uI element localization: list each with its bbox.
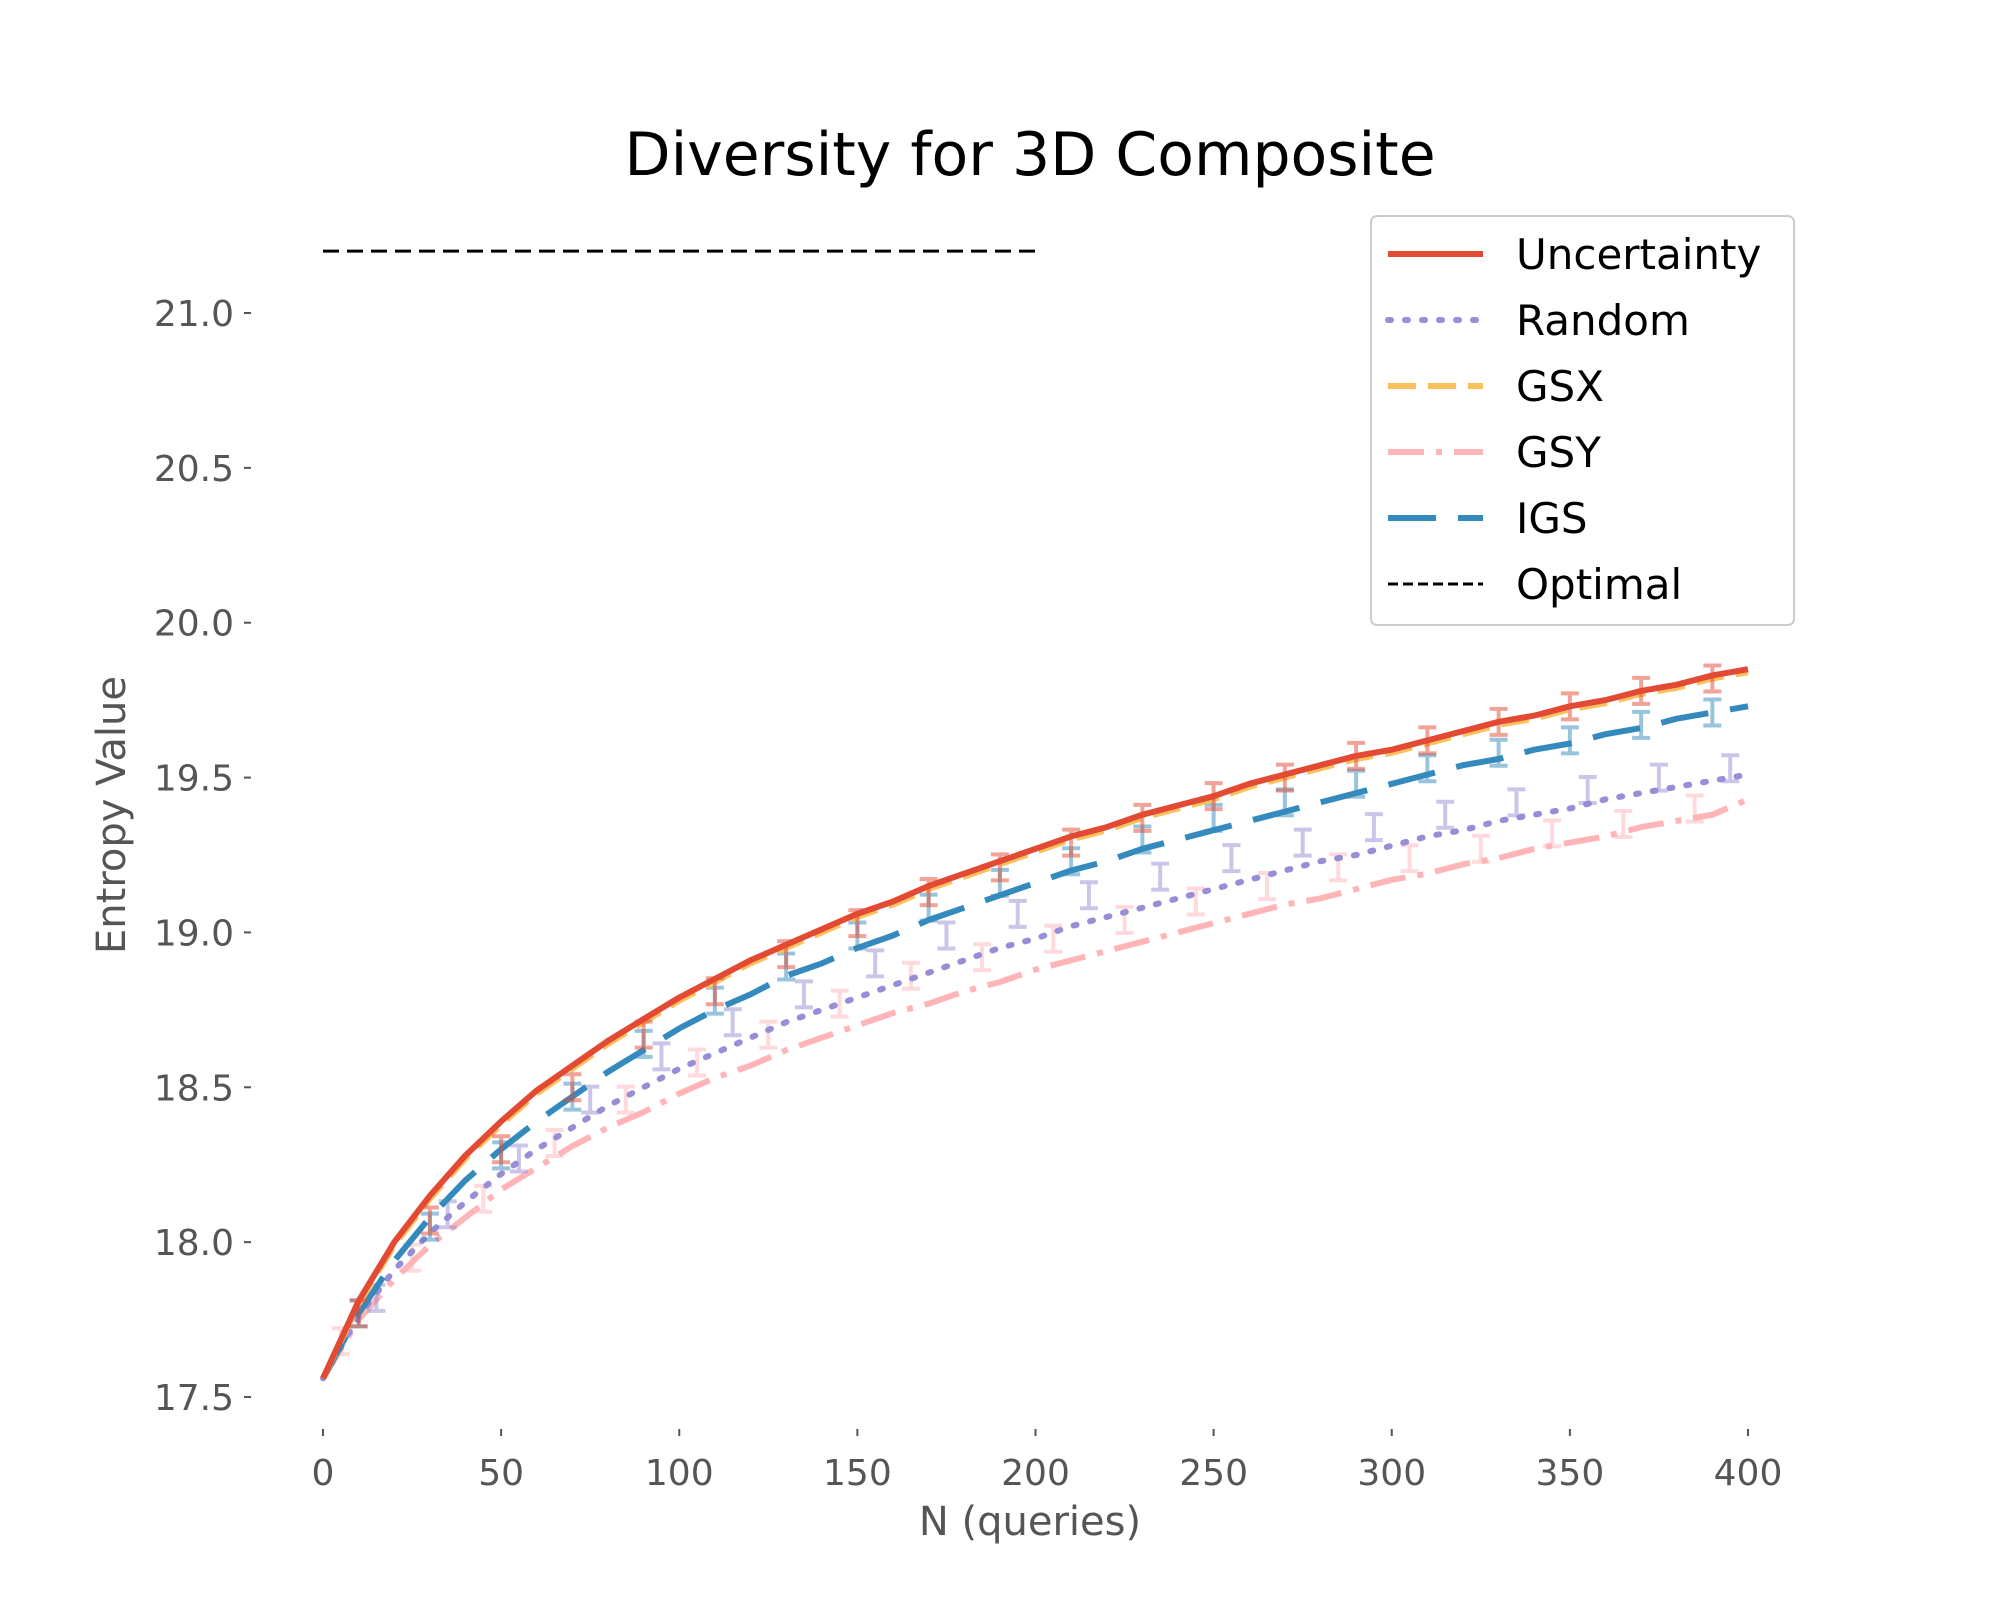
series-uncertainty bbox=[320, 663, 1749, 1380]
error-bar-gsy bbox=[759, 1019, 778, 1050]
error-bar-uncertainty bbox=[563, 1072, 582, 1103]
error-bar-gsy bbox=[1685, 793, 1704, 824]
error-bar-gsy bbox=[616, 1084, 635, 1115]
error-bar-uncertainty bbox=[349, 1298, 368, 1329]
error-bar-uncertainty bbox=[990, 852, 1009, 883]
legend: Uncertainty Random GSX GSY IGS Optimal bbox=[1370, 215, 1795, 626]
error-bar-gsy bbox=[1543, 818, 1562, 849]
x-axis-ticks: 0 50 100 150 200 250 300 350 400 bbox=[312, 1429, 1783, 1494]
error-bar-random bbox=[1436, 799, 1455, 830]
error-bar-uncertainty bbox=[1632, 675, 1651, 706]
error-bar-uncertainty bbox=[634, 1019, 653, 1050]
error-bar-uncertainty bbox=[1560, 691, 1579, 722]
error-bar-gsy bbox=[973, 942, 992, 973]
error-bar-uncertainty bbox=[1703, 663, 1722, 694]
y-tick-label: 21.0 bbox=[154, 294, 234, 335]
error-bar-uncertainty bbox=[1133, 802, 1152, 833]
error-bar-gsy bbox=[545, 1128, 564, 1159]
error-bar-igs bbox=[1489, 737, 1508, 768]
error-bar-igs bbox=[1560, 725, 1579, 756]
error-bar-random bbox=[1364, 812, 1383, 843]
series-line-uncertainty bbox=[320, 666, 1749, 1380]
legend-label-gsy: GSY bbox=[1516, 428, 1601, 477]
x-tick-label: 50 bbox=[478, 1453, 524, 1494]
error-bar-uncertainty bbox=[1062, 827, 1081, 858]
error-bar-random bbox=[1293, 827, 1312, 858]
error-bar-uncertainty bbox=[919, 877, 938, 908]
error-bar-uncertainty bbox=[492, 1134, 511, 1165]
error-bar-random bbox=[794, 979, 813, 1010]
legend-label-optimal: Optimal bbox=[1516, 560, 1682, 609]
x-tick-label: 350 bbox=[1536, 1453, 1605, 1494]
error-bar-random bbox=[1079, 880, 1098, 911]
error-bar-uncertainty bbox=[777, 939, 796, 970]
legend-label-gsx: GSX bbox=[1516, 362, 1604, 411]
y-tick-label: 18.5 bbox=[154, 1068, 234, 1109]
x-tick-label: 100 bbox=[645, 1453, 714, 1494]
x-tick-label: 0 bbox=[312, 1453, 335, 1494]
series-igs bbox=[320, 697, 1749, 1380]
x-tick-label: 150 bbox=[823, 1453, 892, 1494]
x-tick-label: 200 bbox=[1001, 1453, 1070, 1494]
x-tick-label: 400 bbox=[1714, 1453, 1783, 1494]
error-bar-random bbox=[1578, 774, 1597, 805]
error-bar-gsy bbox=[830, 988, 849, 1019]
error-bar-random bbox=[723, 1007, 742, 1038]
error-bar-random bbox=[1721, 753, 1740, 784]
error-bar-gsy bbox=[1614, 809, 1633, 840]
error-bar-uncertainty bbox=[1347, 740, 1366, 771]
y-tick-label: 20.0 bbox=[154, 604, 234, 645]
y-tick-label: 17.5 bbox=[154, 1378, 234, 1419]
series-line-gsx bbox=[320, 669, 1749, 1380]
error-bar-igs bbox=[1703, 697, 1722, 728]
error-bar-random bbox=[652, 1041, 671, 1072]
error-bar-gsy bbox=[1186, 886, 1205, 917]
error-bar-igs bbox=[1632, 709, 1651, 740]
chart-title: Diversity for 3D Composite bbox=[624, 120, 1435, 190]
error-bar-gsy bbox=[1471, 833, 1490, 864]
error-bar-gsy bbox=[688, 1047, 707, 1078]
x-tick-label: 250 bbox=[1179, 1453, 1248, 1494]
series-line-gsy bbox=[320, 796, 1750, 1380]
y-axis-label: Entropy Value bbox=[89, 676, 135, 954]
x-axis-label: N (queries) bbox=[919, 1499, 1141, 1545]
error-bar-random bbox=[937, 920, 956, 951]
error-bar-random bbox=[1151, 861, 1170, 892]
y-axis-ticks: 17.5 18.0 18.5 19.0 19.5 20.0 20.5 21.0 bbox=[154, 294, 251, 1419]
series-gsx bbox=[320, 669, 1749, 1380]
series-line-igs bbox=[320, 703, 1749, 1380]
legend-label-uncertainty: Uncertainty bbox=[1516, 230, 1761, 279]
series-random bbox=[320, 753, 1751, 1382]
error-bar-random bbox=[1507, 787, 1526, 818]
error-bar-random bbox=[509, 1143, 528, 1174]
legend-label-igs: IGS bbox=[1516, 494, 1588, 543]
error-bar-random bbox=[1008, 898, 1027, 929]
x-tick-label: 300 bbox=[1357, 1453, 1426, 1494]
error-bar-random bbox=[1649, 762, 1668, 793]
error-bar-random bbox=[1222, 843, 1241, 874]
error-bar-uncertainty bbox=[1418, 725, 1437, 756]
error-bar-uncertainty bbox=[420, 1205, 439, 1236]
error-bar-gsy bbox=[1400, 843, 1419, 874]
error-bar-gsy bbox=[1044, 923, 1063, 954]
error-bar-random bbox=[866, 948, 885, 979]
legend-label-random: Random bbox=[1516, 296, 1690, 345]
error-bar-gsy bbox=[1258, 870, 1277, 901]
error-bar-uncertainty bbox=[1204, 781, 1223, 812]
series-layer bbox=[320, 249, 1751, 1382]
y-tick-label: 19.0 bbox=[154, 913, 234, 954]
y-tick-label: 18.0 bbox=[154, 1223, 234, 1264]
error-bar-uncertainty bbox=[705, 976, 724, 1007]
y-tick-label: 20.5 bbox=[154, 449, 234, 490]
series-line-random bbox=[320, 771, 1751, 1382]
error-bar-uncertainty bbox=[1489, 706, 1508, 737]
error-bar-uncertainty bbox=[848, 908, 867, 939]
error-bar-uncertainty bbox=[1275, 762, 1294, 793]
y-tick-label: 19.5 bbox=[154, 759, 234, 800]
